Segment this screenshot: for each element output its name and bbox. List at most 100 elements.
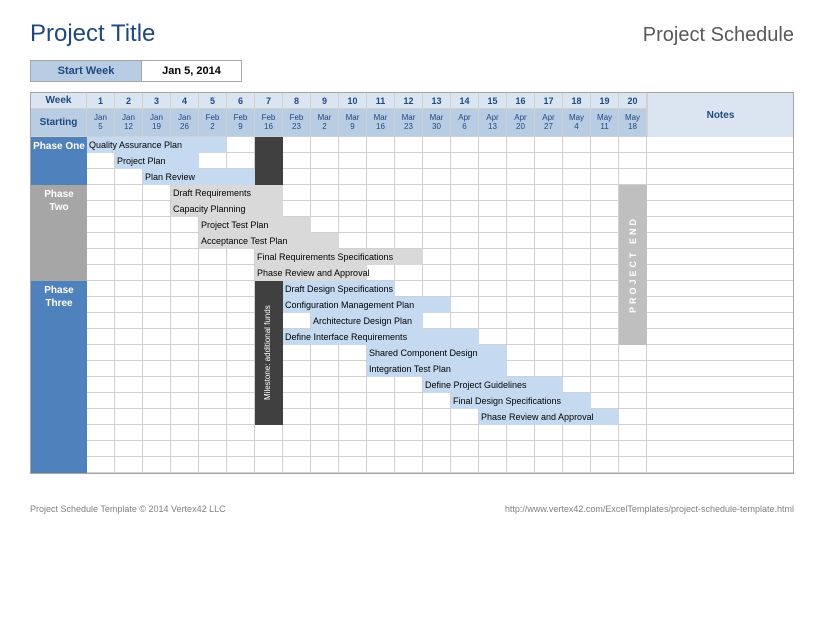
notes-cell[interactable]: [647, 297, 793, 312]
notes-cell[interactable]: [647, 441, 793, 456]
header-week-num: 20: [619, 93, 647, 108]
notes-cell[interactable]: [647, 265, 793, 280]
notes-cell[interactable]: [647, 393, 793, 408]
grid-cell: [563, 377, 591, 392]
grid-cell: [171, 313, 199, 328]
grid-cell: [227, 457, 255, 472]
grid-cell: [535, 265, 563, 280]
header-week-num: 12: [395, 93, 423, 108]
task-bar[interactable]: Define Project Guidelines: [423, 377, 563, 393]
grid-cell: [311, 457, 339, 472]
grid-cell: [199, 153, 227, 168]
notes-cell[interactable]: [647, 169, 793, 184]
grid-cell: [563, 329, 591, 344]
grid-cell: [591, 185, 619, 200]
grid-cell: [339, 409, 367, 424]
grid-cell: [563, 249, 591, 264]
task-bar[interactable]: Draft Requirements: [171, 185, 283, 201]
notes-cell[interactable]: [647, 233, 793, 248]
task-bar[interactable]: Capacity Planning: [171, 201, 283, 217]
task-bar[interactable]: Draft Design Specifications: [283, 281, 395, 297]
page-subtitle: Project Schedule: [643, 24, 794, 47]
notes-cell[interactable]: [647, 201, 793, 216]
notes-cell[interactable]: [647, 345, 793, 360]
grid-cell: [479, 137, 507, 152]
header-date: Apr6: [451, 109, 479, 136]
grid-cell: [395, 409, 423, 424]
start-week-label: Start Week: [30, 60, 142, 82]
task-bar[interactable]: Phase Review and Approval: [479, 409, 619, 425]
grid-cell: [143, 313, 171, 328]
grid-cell: [143, 281, 171, 296]
notes-cell[interactable]: [647, 217, 793, 232]
grid-cell: [479, 265, 507, 280]
task-bar[interactable]: Integration Test Plan: [367, 361, 507, 377]
grid-cell: [143, 377, 171, 392]
grid-cell: [143, 441, 171, 456]
grid-cell: [87, 153, 115, 168]
grid-cell: [619, 409, 647, 424]
grid-cell: [479, 185, 507, 200]
notes-cell[interactable]: [647, 313, 793, 328]
grid-cell: [87, 361, 115, 376]
notes-cell[interactable]: [647, 185, 793, 200]
grid-cell: [171, 441, 199, 456]
grid-cell: [199, 377, 227, 392]
task-bar[interactable]: Configuration Management Plan: [283, 297, 451, 313]
grid-cell: [227, 377, 255, 392]
task-bar[interactable]: Final Requirements Specifications: [255, 249, 423, 265]
grid-cell: [227, 297, 255, 312]
grid-cell: [143, 393, 171, 408]
grid-cell: [619, 153, 647, 168]
start-week-value[interactable]: Jan 5, 2014: [142, 60, 242, 82]
task-bar[interactable]: Define Interface Requirements: [283, 329, 479, 345]
notes-cell[interactable]: [647, 377, 793, 392]
header-week-num: 8: [283, 93, 311, 108]
grid-cell: [591, 153, 619, 168]
task-bar[interactable]: Architecture Design Plan: [311, 313, 423, 329]
notes-cell[interactable]: [647, 137, 793, 152]
task-bar[interactable]: Quality Assurance Plan: [87, 137, 227, 153]
notes-cell[interactable]: [647, 249, 793, 264]
grid-cell: [199, 393, 227, 408]
notes-cell[interactable]: [647, 329, 793, 344]
grid-cell: [479, 249, 507, 264]
header-week-num: 3: [143, 93, 171, 108]
task-bar[interactable]: Shared Component Design: [367, 345, 507, 361]
milestone-band: [255, 137, 283, 185]
grid-cell: [87, 217, 115, 232]
grid-cell: [451, 457, 479, 472]
grid-cell: [479, 329, 507, 344]
grid-cell: [283, 153, 311, 168]
task-bar[interactable]: Phase Review and Approval: [255, 265, 367, 281]
notes-cell[interactable]: [647, 425, 793, 440]
notes-cell[interactable]: [647, 281, 793, 296]
grid-cell: [199, 361, 227, 376]
grid-cell: [115, 265, 143, 280]
grid-cell: [199, 409, 227, 424]
grid-cell: [535, 345, 563, 360]
grid-cell: [227, 441, 255, 456]
task-bar[interactable]: Project Test Plan: [199, 217, 311, 233]
grid-cell: [311, 425, 339, 440]
grid-cell: [199, 425, 227, 440]
grid-cell: [283, 201, 311, 216]
notes-cell[interactable]: [647, 153, 793, 168]
grid-cell: [479, 457, 507, 472]
notes-cell[interactable]: [647, 457, 793, 472]
grid-cell: [227, 409, 255, 424]
header-week-num: 4: [171, 93, 199, 108]
grid-cell: [619, 361, 647, 376]
grid-cell: [171, 409, 199, 424]
task-bar[interactable]: Project Plan: [115, 153, 199, 169]
grid-cell: [479, 233, 507, 248]
grid-cell: [115, 361, 143, 376]
notes-cell[interactable]: [647, 361, 793, 376]
grid-cell: [479, 201, 507, 216]
task-bar[interactable]: Acceptance Test Plan: [199, 233, 339, 249]
grid-cell: [143, 217, 171, 232]
grid-cell: [367, 457, 395, 472]
task-bar[interactable]: Final Design Specifications: [451, 393, 591, 409]
notes-cell[interactable]: [647, 409, 793, 424]
task-bar[interactable]: Plan Review: [143, 169, 255, 185]
